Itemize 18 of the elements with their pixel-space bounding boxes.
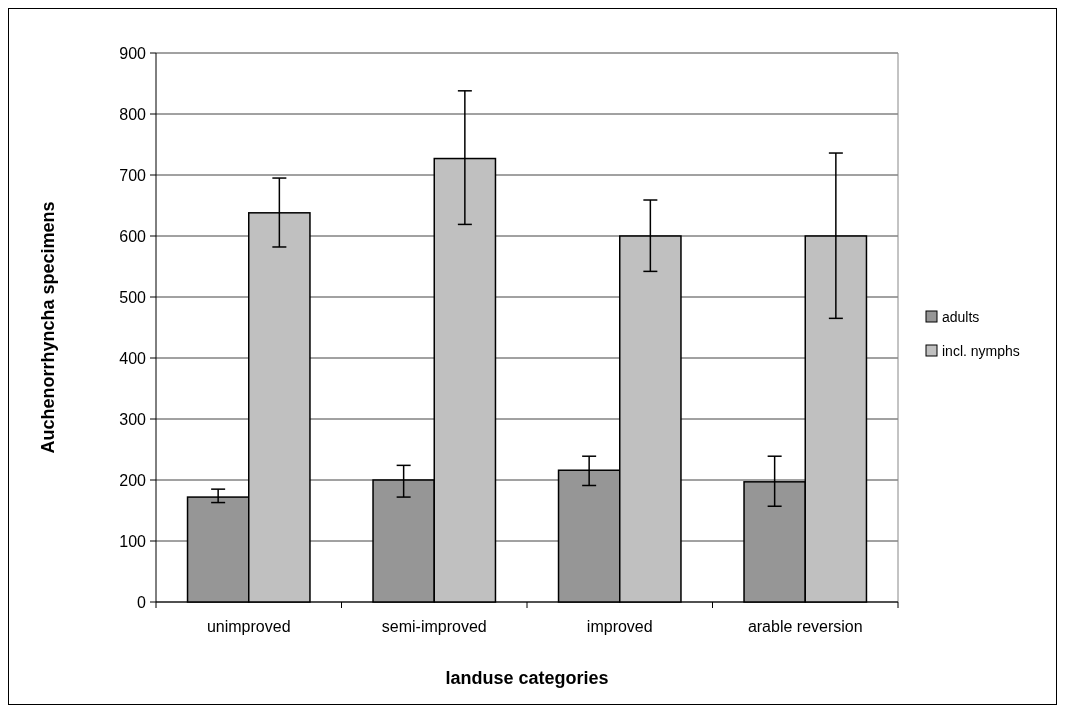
y-tick-label: 400	[119, 349, 147, 367]
x-tick-label: unimproved	[206, 618, 291, 635]
legend-label: adults	[942, 308, 980, 325]
y-tick-label: 300	[119, 410, 147, 428]
y-tick-label: 900	[119, 44, 147, 62]
x-tick-label: arable reversion	[747, 618, 863, 635]
x-axis-title: landuse categories	[445, 668, 609, 688]
y-tick-label: 500	[119, 288, 147, 306]
y-tick-label: 600	[119, 227, 147, 245]
x-tick-label: improved	[586, 618, 653, 635]
y-axis-title: Auchenorrhyncha specimens	[38, 201, 58, 454]
y-tick-label: 100	[119, 532, 147, 550]
x-tick-label: semi-improved	[381, 618, 487, 635]
y-tick-label: 200	[119, 471, 147, 489]
y-tick-label: 800	[119, 105, 147, 123]
legend-label: incl. nymphs	[942, 342, 1020, 359]
y-tick-label: 700	[119, 166, 147, 184]
y-tick-label: 0	[137, 593, 147, 611]
